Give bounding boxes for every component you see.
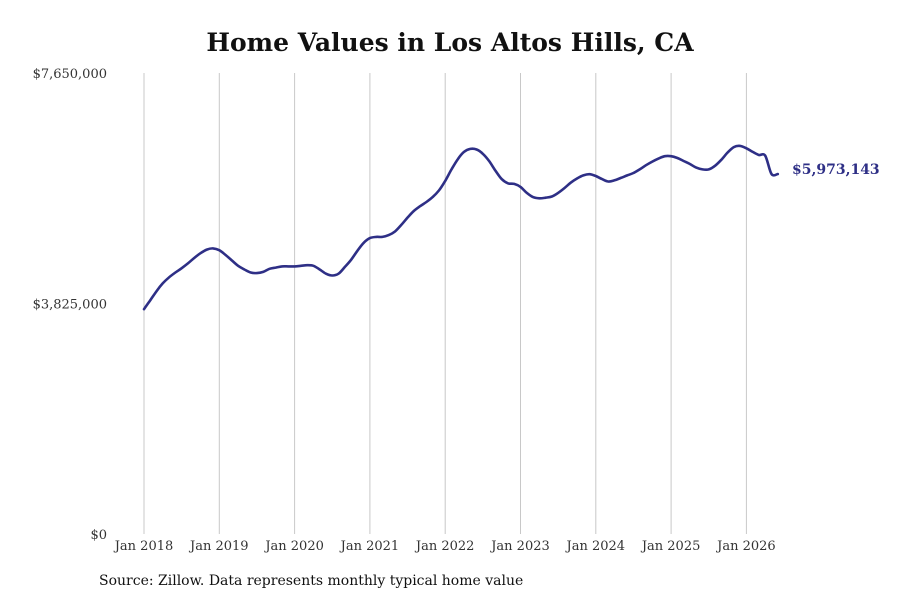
end-value-label: $5,973,143 [792,162,880,178]
source-note: Source: Zillow. Data represents monthly … [99,573,524,589]
x-tick-label: Jan 2024 [565,539,626,554]
chart-title: Home Values in Los Altos Hills, CA [206,28,694,57]
x-tick-label: Jan 2025 [640,539,701,554]
y-tick-label: $3,825,000 [33,298,107,313]
x-tick-label: Jan 2020 [263,539,324,554]
x-axis-ticks: Jan 2018 Jan 2019 Jan 2020 Jan 2021 Jan 2022… [113,539,776,554]
end-label-layer: $5,973,143 [792,162,880,178]
x-tick-label: Jan 2018 [113,539,174,554]
y-axis-ticks: $0 $3,825,000 $7,650,000 [33,67,107,543]
x-tick-label: Jan 2021 [339,539,400,554]
y-tick-label: $0 [90,528,107,543]
series-line [142,144,780,311]
y-tick-label: $7,650,000 [33,67,107,82]
x-tick-label: Jan 2019 [188,539,249,554]
gridlines [143,73,747,534]
x-tick-label: Jan 2026 [715,539,776,554]
series-layer [142,144,780,311]
x-tick-label: Jan 2023 [489,539,550,554]
x-tick-label: Jan 2022 [414,539,475,554]
